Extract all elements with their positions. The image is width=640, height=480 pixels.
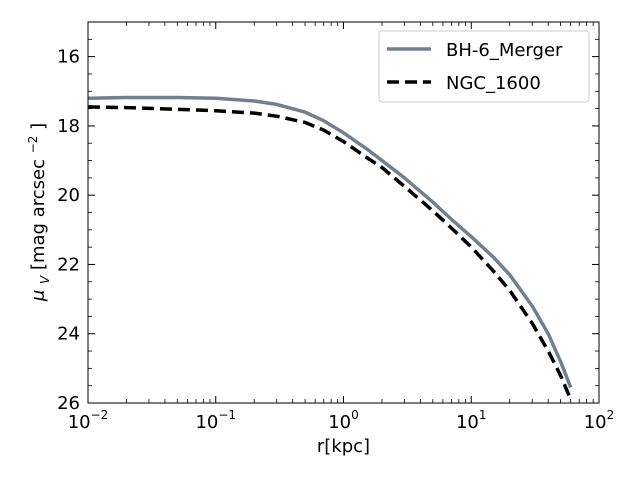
y-label-units: [mag arcsec <box>28 159 49 270</box>
x-tick-label: 100 <box>328 408 359 433</box>
legend-box <box>378 30 590 103</box>
legend-label-1: BH-6_Merger <box>446 40 563 61</box>
x-tick-exponent: 1 <box>479 408 487 422</box>
y-label-close: ] <box>28 123 49 130</box>
y-label-superscript: −2 <box>26 136 40 154</box>
y-label-subscript: V <box>38 275 52 284</box>
x-tick-exponent: 0 <box>351 408 359 422</box>
y-tick-label: 24 <box>57 324 80 345</box>
x-tick-label: 10−1 <box>195 408 236 433</box>
x-tick-exponent: −1 <box>218 408 236 422</box>
x-tick-label: 101 <box>456 408 487 433</box>
y-axis-label: μ V [mag arcsec −2 ] <box>21 123 54 302</box>
x-tick-base: 10 <box>68 412 91 433</box>
series-line-2 <box>88 105 573 401</box>
y-label-symbol: μ <box>28 290 49 302</box>
y-tick-label: 22 <box>57 254 80 275</box>
x-tick-base: 10 <box>328 412 351 433</box>
x-tick-label: 10−2 <box>68 408 109 433</box>
x-tick-label: 102 <box>584 408 615 433</box>
y-tick-label: 18 <box>57 116 80 137</box>
series-layer <box>88 95 573 401</box>
series-line-1 <box>88 95 573 389</box>
x-tick-base: 10 <box>456 412 479 433</box>
plot-frame <box>87 21 600 404</box>
legend: BH-6_Merger NGC_1600 <box>378 30 590 103</box>
x-tick-base: 10 <box>584 412 607 433</box>
x-axis-label: r[kpc] <box>317 436 370 457</box>
x-tick-exponent: −2 <box>91 408 109 422</box>
x-tick-exponent: 2 <box>607 408 615 422</box>
y-tick-label: 20 <box>57 185 80 206</box>
legend-label-2: NGC_1600 <box>446 73 541 94</box>
y-tick-label: 26 <box>57 393 80 414</box>
x-tick-base: 10 <box>195 412 218 433</box>
y-tick-label: 16 <box>57 47 80 68</box>
